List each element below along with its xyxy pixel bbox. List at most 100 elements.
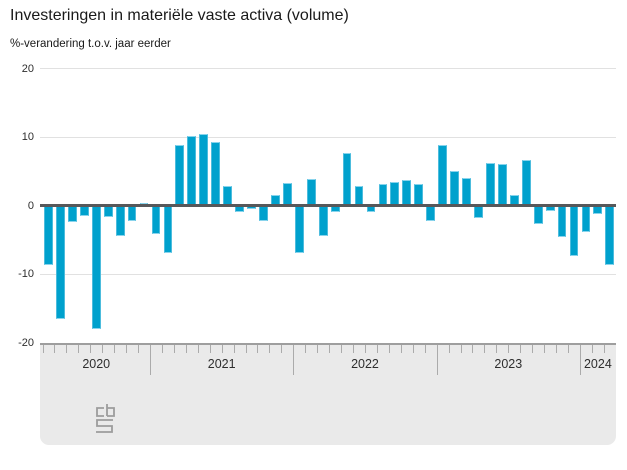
month-tick bbox=[460, 344, 462, 353]
month-tick bbox=[54, 344, 56, 353]
month-tick bbox=[472, 344, 474, 353]
month-tick bbox=[544, 344, 546, 353]
bar bbox=[545, 205, 555, 211]
bar bbox=[199, 133, 209, 206]
cbs-logo-c bbox=[96, 406, 104, 417]
month-tick bbox=[66, 344, 68, 353]
month-tick bbox=[257, 344, 259, 353]
bar bbox=[569, 205, 579, 256]
bar bbox=[533, 205, 543, 224]
bar bbox=[271, 194, 280, 206]
bar bbox=[593, 205, 603, 215]
month-tick bbox=[90, 344, 92, 353]
year-label: 2021 bbox=[207, 356, 236, 371]
bar bbox=[67, 205, 77, 222]
month-tick bbox=[376, 344, 378, 353]
gridline bbox=[40, 136, 616, 138]
month-tick bbox=[269, 344, 271, 353]
bar bbox=[605, 205, 615, 266]
y-axis-tick-label: -20 bbox=[18, 336, 34, 349]
bar bbox=[44, 205, 53, 266]
bar bbox=[330, 205, 340, 212]
bar bbox=[306, 178, 316, 206]
month-tick bbox=[233, 344, 235, 353]
month-tick bbox=[197, 344, 199, 353]
month-tick bbox=[245, 344, 247, 353]
month-tick bbox=[400, 344, 402, 353]
month-tick bbox=[329, 344, 331, 353]
bar bbox=[259, 205, 268, 222]
month-tick bbox=[448, 344, 450, 353]
month-tick bbox=[353, 344, 355, 353]
bar bbox=[211, 142, 221, 206]
bar bbox=[354, 185, 364, 206]
month-tick bbox=[556, 344, 558, 353]
month-tick bbox=[78, 344, 80, 353]
bar bbox=[127, 205, 137, 221]
bar bbox=[402, 180, 412, 206]
month-tick bbox=[508, 344, 510, 353]
month-tick bbox=[603, 344, 605, 353]
year-label: 2023 bbox=[494, 356, 523, 371]
page-title: Investeringen in materiële vaste activa … bbox=[10, 7, 349, 24]
bar bbox=[366, 205, 376, 213]
month-tick bbox=[388, 344, 390, 353]
month-tick bbox=[496, 344, 498, 353]
bar bbox=[414, 183, 424, 206]
month-tick bbox=[341, 344, 343, 353]
year-separator bbox=[436, 344, 438, 375]
bar bbox=[187, 135, 197, 206]
month-tick bbox=[161, 344, 163, 353]
month-tick bbox=[221, 344, 223, 353]
month-tick bbox=[568, 344, 570, 353]
month-tick bbox=[138, 344, 140, 353]
month-tick bbox=[281, 344, 283, 353]
month-tick bbox=[317, 344, 319, 353]
bar bbox=[294, 205, 304, 254]
cbs-logo-b bbox=[106, 403, 115, 417]
gridline bbox=[40, 273, 616, 275]
y-axis-tick-label: -10 bbox=[18, 268, 34, 280]
bar bbox=[175, 145, 185, 206]
bar bbox=[450, 171, 459, 206]
bar bbox=[426, 205, 436, 222]
bar bbox=[79, 205, 89, 216]
year-label: 2020 bbox=[82, 356, 111, 371]
bar bbox=[103, 205, 113, 218]
month-tick bbox=[591, 344, 593, 353]
month-tick bbox=[305, 344, 307, 353]
month-tick bbox=[114, 344, 116, 353]
bar bbox=[390, 181, 400, 206]
gridline bbox=[40, 68, 616, 69]
bar bbox=[509, 194, 519, 206]
year-label: 2024 bbox=[583, 356, 612, 371]
bar bbox=[223, 186, 233, 206]
month-tick bbox=[102, 344, 104, 353]
bar bbox=[485, 163, 495, 206]
year-separator bbox=[579, 344, 581, 375]
bar bbox=[56, 205, 65, 320]
month-tick bbox=[520, 344, 522, 353]
bar bbox=[247, 205, 256, 209]
month-tick bbox=[126, 344, 128, 353]
bar bbox=[378, 183, 388, 206]
bar bbox=[557, 205, 567, 237]
month-tick bbox=[424, 344, 426, 353]
chart-subtitle: %-verandering t.o.v. jaar eerder bbox=[10, 38, 171, 50]
bar bbox=[163, 205, 173, 254]
month-tick bbox=[173, 344, 175, 353]
month-tick bbox=[209, 344, 211, 353]
month-tick bbox=[185, 344, 187, 353]
bar bbox=[521, 160, 531, 206]
year-separator bbox=[149, 344, 151, 375]
bar bbox=[497, 164, 507, 206]
month-tick bbox=[532, 344, 534, 353]
bar bbox=[462, 178, 471, 206]
month-tick bbox=[42, 344, 44, 353]
bar bbox=[282, 182, 292, 206]
y-axis-tick-label: 0 bbox=[27, 199, 34, 212]
x-axis-band: 2020 2021 2022 2023 2024 bbox=[40, 342, 616, 445]
bar bbox=[91, 205, 101, 329]
year-label: 2022 bbox=[351, 356, 379, 371]
